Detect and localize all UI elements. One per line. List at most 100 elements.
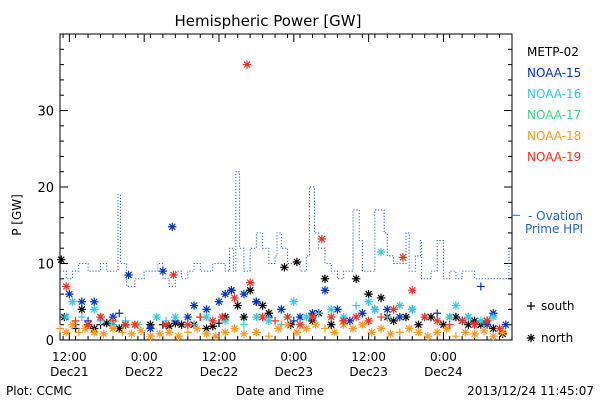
x-tick-label-time: 12:00 [351,350,386,364]
north-star-marker [470,320,479,329]
north-star-marker [214,297,224,306]
north-star-marker [457,316,467,326]
north-star-marker [202,329,211,339]
north-star-marker [404,324,414,333]
south-plus-marker [115,309,124,318]
north-star-marker [476,316,486,326]
north-star-marker [164,328,174,337]
ovation-label: - Ovation [528,209,583,223]
x-tick-label-date: Dec23 [275,365,314,379]
north-star-marker [330,328,339,337]
x-tick-label-time: 12:00 [202,350,237,364]
south-plus-marker [214,319,223,328]
north-star-marker [389,305,398,314]
north-star-marker [217,312,227,322]
north-star-marker [221,328,230,337]
ovation-label: Prime HPI [525,222,583,236]
north-star-marker [152,312,161,322]
plot-timestamp: 2013/12/24 11:45:07 [467,384,594,398]
north-star-marker [376,247,386,257]
north-star-marker [320,286,330,295]
north-star-marker [189,301,199,310]
north-star-marker [289,297,298,306]
north-star-marker [345,316,355,326]
north-star-marker [239,289,249,299]
north-star-marker [442,324,451,333]
north-star-marker [277,305,286,314]
north-star-marker [96,312,105,322]
south-plus-marker [196,313,205,322]
north-star-marker [258,312,267,322]
north-star-marker [77,305,87,314]
data-points [56,60,510,341]
marker-legend-north: north [541,331,573,345]
north-star-marker [169,270,178,280]
north-star-marker [358,320,367,329]
north-star-marker [90,305,99,314]
marker-legend-south: south [541,299,575,313]
north-star-marker [317,234,327,244]
north-star-marker [302,324,311,333]
south-plus-marker [118,328,127,337]
north-star-marker [364,316,373,326]
north-star-marker [339,316,348,326]
north-star-marker [68,320,77,329]
north-star-marker [62,312,71,322]
north-star-marker [414,320,423,329]
north-star-marker [115,324,124,333]
north-star-marker [90,297,99,306]
north-star-marker [202,305,211,314]
north-star-marker [245,286,255,295]
north-star-marker [242,60,252,69]
north-star-marker [57,255,66,264]
south-plus-marker [74,328,83,337]
south-plus-marker [271,316,280,325]
south-plus-marker [320,324,329,333]
north-star-marker [364,289,373,299]
north-star-marker [327,312,336,322]
north-star-marker [274,324,283,333]
x-axis-label: Date and Time [236,384,324,398]
north-star-marker [445,312,454,322]
north-star-marker [280,263,289,272]
south-plus-marker [71,316,80,325]
x-tick-label-date: Dec22 [125,365,164,379]
legend-item: METP-02 [527,45,579,59]
north-star-marker [183,312,193,322]
north-star-marker [432,328,442,337]
north-star-marker [202,324,211,333]
north-star-marker [498,328,507,337]
north-star-marker [121,320,130,329]
north-star-marker [174,331,183,341]
south-plus-marker [476,282,485,291]
x-tick-label-time: 0:00 [131,350,158,364]
north-star-marker [168,222,177,231]
north-star-marker [401,312,411,322]
north-star-marker [395,301,404,310]
north-star-marker [146,324,155,333]
north-star-marker [62,328,71,337]
north-star-marker [432,316,442,326]
north-star-marker [489,324,498,333]
north-star-marker [245,278,255,287]
north-star-marker [230,293,239,303]
north-star-marker [320,274,330,283]
legend-item: NOAA-17 [527,108,581,122]
legend-item: NOAA-18 [527,129,581,143]
north-star-marker [65,289,74,299]
x-tick-label-date: Dec23 [349,365,388,379]
north-star-marker [136,326,146,336]
north-star-marker [211,331,221,341]
legend: METP-02 NOAA-15 NOAA-16 NOAA-17 NOAA-18 NOAA-… [512,45,583,345]
north-star-marker [376,324,386,333]
north-star-marker [239,329,249,339]
south-plus-marker [395,328,404,337]
north-star-marker [333,305,342,314]
north-star-marker [370,305,380,314]
north-star-marker [386,329,395,339]
chart-title: Hemispheric Power [GW] [175,12,362,30]
north-star-marker [230,324,239,333]
north-star-marker [451,301,461,310]
north-star-marker [124,270,133,280]
north-star-marker [83,320,93,329]
